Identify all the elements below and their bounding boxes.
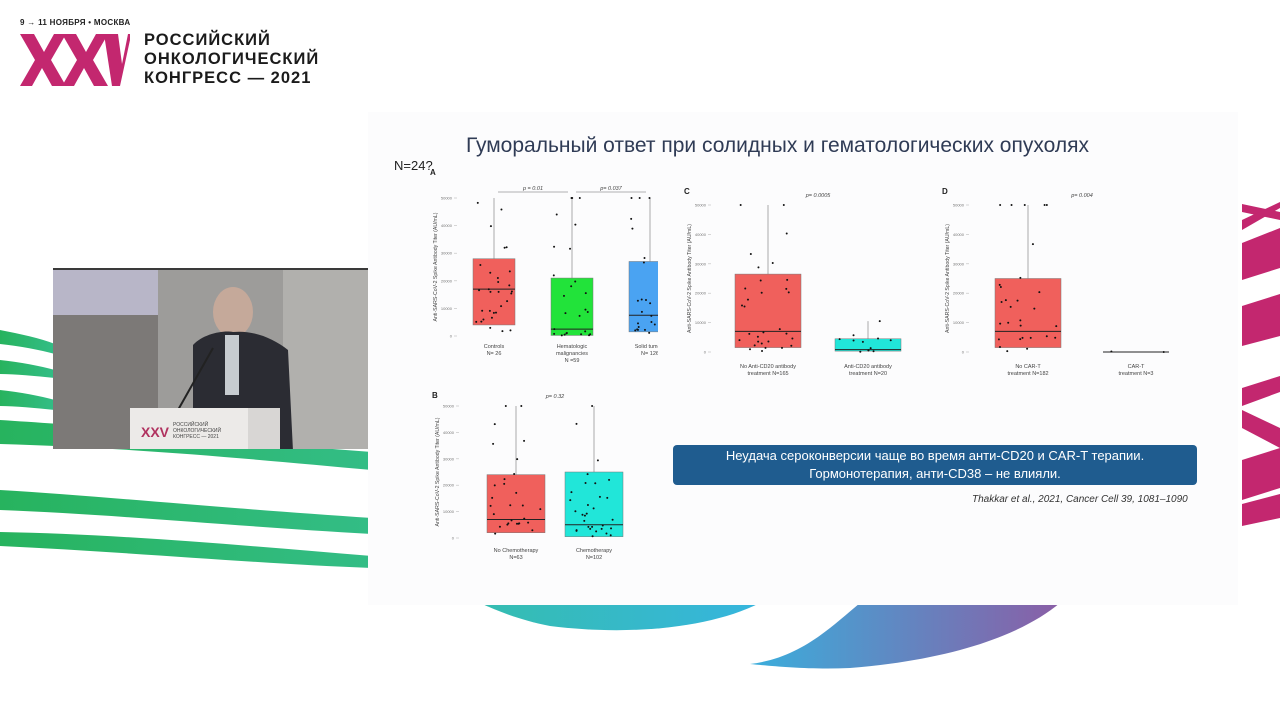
x-category-label: treatment N=20	[849, 371, 887, 377]
x-category-label: Chemotherapy	[576, 548, 612, 554]
magenta-stripe-decoration	[1242, 202, 1280, 526]
x-category-label: N=102	[586, 555, 602, 561]
y-tick-label: 20000	[695, 291, 707, 296]
box-no-chemotherapy	[486, 405, 546, 535]
boxplot-panel-b: Anti-SARS-CoV-2 Spike Antibody Titer (AU…	[435, 394, 624, 561]
boxplot-panel-a: Anti-SARS-CoV-2 Spike Antibody Titer (AU…	[433, 186, 658, 364]
y-tick-label: 0	[452, 536, 455, 541]
podium-text-line: РОССИЙСКИЙ	[173, 420, 209, 428]
x-category-label: N= 26	[487, 351, 502, 357]
conclusion-line: Неудача сероконверсии чаще во время анти…	[725, 448, 1145, 463]
y-tick-label: 0	[450, 334, 453, 339]
y-tick-label: 30000	[953, 261, 965, 266]
presentation-slide: Гуморальный ответ при солидных и гематол…	[368, 112, 1238, 605]
slide-title: Гуморальный ответ при солидных и гематол…	[466, 134, 1089, 157]
congress-title-line: РОССИЙСКИЙ	[144, 31, 271, 49]
y-tick-label: 0	[962, 350, 965, 355]
p-value-annotation: p= 0.0005	[805, 193, 832, 199]
y-tick-label: 50000	[441, 196, 453, 201]
x-category-label: No Anti-CD20 antibody	[740, 364, 796, 370]
box-anti-cd20-antibody-treatment	[834, 320, 902, 353]
box-solid-tumors	[628, 197, 658, 334]
y-axis-label: Anti-SARS-CoV-2 Spike Antibody Titer (AU…	[687, 224, 693, 333]
y-tick-label: 30000	[695, 261, 707, 266]
x-category-label: Solid tumors	[635, 344, 658, 350]
y-tick-label: 30000	[441, 251, 453, 256]
x-category-label: No CAR-T	[1015, 364, 1041, 370]
x-category-label: Anti-CD20 antibody	[844, 364, 892, 370]
conclusion-line: Гормонотерапия, анти-CD38 – не влияли.	[809, 466, 1061, 481]
xxv-logo-icon	[20, 34, 130, 86]
box-controls	[472, 198, 516, 333]
panel-label-c: C	[684, 187, 690, 196]
x-category-label: N =59	[565, 358, 580, 364]
box-car-t-treatment	[1103, 350, 1169, 353]
y-tick-label: 50000	[443, 404, 455, 409]
speaker-video-frame: XXV РОССИЙСКИЙ ОНКОЛОГИЧЕСКИЙ КОНГРЕСС —…	[53, 270, 371, 449]
x-category-label: Controls	[484, 344, 505, 350]
y-tick-label: 40000	[443, 430, 455, 435]
speaker-video[interactable]: XXV РОССИЙСКИЙ ОНКОЛОГИЧЕСКИЙ КОНГРЕСС —…	[53, 268, 371, 449]
citation: Thakkar et al., 2021, Cancer Cell 39, 10…	[972, 494, 1188, 505]
y-axis-label: Anti-SARS-CoV-2 Spike Antibody Titer (AU…	[945, 224, 951, 333]
x-category-label: N= 126	[641, 351, 658, 357]
y-tick-label: 20000	[953, 291, 965, 296]
p-value-annotation: p= 0.037	[599, 186, 623, 192]
y-axis-label: Anti-SARS-CoV-2 Spike Antibody Titer (AU…	[435, 417, 441, 526]
x-category-label: Hematologic	[557, 344, 588, 350]
p-value-annotation: p = 0.01	[522, 186, 543, 192]
y-tick-label: 40000	[953, 232, 965, 237]
y-tick-label: 40000	[441, 223, 453, 228]
y-tick-label: 10000	[695, 320, 707, 325]
y-tick-label: 50000	[953, 203, 965, 208]
podium-text-line: ОНКОЛОГИЧЕСКИЙ	[173, 426, 221, 434]
box-no-car-t-treatment	[994, 204, 1062, 353]
teal-swoosh-decoration	[480, 603, 1060, 669]
x-category-label: malignancies	[556, 351, 588, 357]
p-value-annotation: p= 0.32	[545, 394, 565, 400]
p-value-annotation: p= 0.004	[1070, 193, 1093, 199]
panel-label-b: B	[432, 391, 438, 400]
congress-title-line: ОНКОЛОГИЧЕСКИЙ	[144, 50, 320, 68]
y-tick-label: 10000	[953, 320, 965, 325]
box-hematologic-malignancies	[550, 197, 594, 337]
y-tick-label: 20000	[441, 278, 453, 283]
panel-label-d: D	[942, 187, 948, 196]
congress-dates: 9 → 11 НОЯБРЯ • МОСКВА	[20, 18, 131, 27]
panel-label-a: A	[430, 168, 436, 177]
podium-text-line: КОНГРЕСС — 2021	[173, 434, 219, 440]
x-category-label: No Chemotherapy	[494, 548, 539, 554]
y-tick-label: 10000	[441, 306, 453, 311]
podium-logo: XXV	[141, 424, 170, 440]
x-category-label: treatment N=3	[1118, 371, 1153, 377]
x-category-label: treatment N=182	[1007, 371, 1048, 377]
y-tick-label: 40000	[695, 232, 707, 237]
y-tick-label: 0	[704, 350, 707, 355]
congress-title: РОССИЙСКИЙ ОНКОЛОГИЧЕСКИЙ КОНГРЕСС — 202…	[144, 31, 319, 88]
congress-title-line: КОНГРЕСС — 2021	[144, 69, 312, 87]
x-category-label: N=63	[509, 555, 522, 561]
box-no-anti-cd20-antibody-treatment	[734, 204, 802, 353]
y-tick-label: 10000	[443, 509, 455, 514]
sample-size-label: N=24?	[394, 158, 433, 173]
box-chemotherapy	[564, 405, 624, 538]
x-category-label: treatment N=165	[747, 371, 788, 377]
y-tick-label: 30000	[443, 456, 455, 461]
y-tick-label: 20000	[443, 483, 455, 488]
boxplot-panel-d: Anti-SARS-CoV-2 Spike Antibody Titer (AU…	[945, 193, 1169, 377]
x-category-label: CAR-T	[1128, 364, 1145, 370]
boxplot-panel-c: Anti-SARS-CoV-2 Spike Antibody Titer (AU…	[687, 193, 902, 377]
y-tick-label: 50000	[695, 203, 707, 208]
y-axis-label: Anti-SARS-CoV-2 Spike Antibody Titer (AU…	[433, 212, 439, 321]
conclusion-callout: Неудача сероконверсии чаще во время анти…	[673, 445, 1197, 485]
